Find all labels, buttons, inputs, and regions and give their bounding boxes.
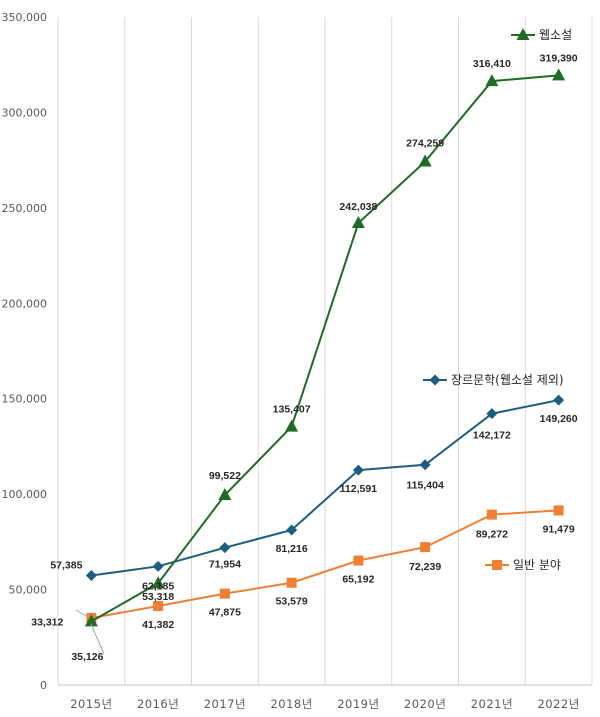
legend-item-general-field: 일반 분야 bbox=[485, 558, 561, 572]
data-point-web-novel bbox=[552, 68, 566, 81]
data-point-web-novel bbox=[351, 216, 365, 229]
data-point-genre-literature bbox=[85, 569, 97, 581]
data-label-genre-literature: 71,954 bbox=[209, 559, 241, 571]
x-tick-label: 2020년 bbox=[404, 697, 446, 711]
data-label-genre-literature: 62,185 bbox=[142, 580, 174, 592]
data-point-web-novel bbox=[418, 154, 432, 167]
series-web-novel bbox=[84, 68, 566, 627]
legend-label: 일반 분야 bbox=[513, 558, 561, 572]
x-tick-label: 2015년 bbox=[70, 697, 112, 711]
data-point-genre-literature bbox=[286, 524, 298, 536]
data-point-genre-literature bbox=[352, 464, 364, 476]
data-label-general-field: 72,239 bbox=[409, 561, 441, 573]
legend-marker bbox=[516, 28, 530, 40]
data-label-web-novel: 33,312 bbox=[31, 616, 63, 628]
x-tick-label: 2016년 bbox=[137, 697, 179, 711]
data-label-genre-literature: 112,591 bbox=[340, 483, 378, 495]
data-point-general-field bbox=[486, 509, 497, 520]
data-point-general-field bbox=[420, 542, 431, 553]
x-tick-label: 2017년 bbox=[204, 697, 246, 711]
y-tick-label: 300,000 bbox=[2, 106, 48, 119]
legend-item-genre-literature: 장르문학(웹소설 제외) bbox=[423, 373, 564, 387]
data-point-web-novel bbox=[485, 74, 499, 87]
data-label-web-novel: 319,390 bbox=[540, 52, 578, 64]
y-tick-label: 50,000 bbox=[9, 584, 48, 597]
leader-line bbox=[75, 609, 89, 618]
grid-lines bbox=[57, 17, 593, 685]
series-line-web-novel bbox=[90, 74, 559, 623]
data-label-genre-literature: 142,172 bbox=[473, 430, 511, 442]
series-line-genre-literature bbox=[91, 399, 559, 577]
legend-label: 웹소설 bbox=[539, 28, 572, 42]
y-tick-label: 250,000 bbox=[2, 202, 48, 215]
data-label-general-field: 91,479 bbox=[543, 523, 575, 535]
y-tick-label: 150,000 bbox=[2, 393, 48, 406]
data-label-general-field: 47,875 bbox=[209, 607, 241, 619]
data-point-general-field bbox=[219, 588, 230, 599]
data-point-general-field bbox=[553, 505, 564, 516]
series-line-general-field bbox=[91, 509, 559, 619]
data-point-web-novel bbox=[151, 576, 165, 589]
leader-line bbox=[90, 623, 105, 655]
data-point-web-novel bbox=[84, 614, 98, 627]
legend-marker bbox=[429, 374, 441, 386]
data-label-web-novel: 274,259 bbox=[406, 138, 444, 150]
y-tick-label: 350,000 bbox=[2, 11, 48, 24]
x-tick-label: 2021년 bbox=[471, 697, 513, 711]
data-labels: 33,312 53,318 99,522 135,407 242,038 274,259 3… bbox=[31, 52, 578, 663]
data-label-genre-literature: 57,385 bbox=[50, 559, 82, 571]
y-axis-ticks: 0 50,000 100,000 150,000 200,000 250,000 300,0… bbox=[2, 11, 48, 692]
data-label-general-field: 35,126 bbox=[71, 651, 103, 663]
data-label-general-field: 53,579 bbox=[276, 596, 308, 608]
data-point-general-field bbox=[353, 555, 364, 566]
y-tick-label: 100,000 bbox=[2, 488, 48, 501]
data-label-web-novel: 316,410 bbox=[473, 58, 511, 70]
data-label-general-field: 65,192 bbox=[342, 574, 374, 586]
data-label-genre-literature: 115,404 bbox=[406, 480, 444, 492]
series-genre-literature bbox=[85, 394, 565, 581]
legend-item-web-novel: 웹소설 bbox=[511, 28, 572, 42]
data-point-web-novel bbox=[285, 419, 299, 432]
data-point-web-novel bbox=[218, 488, 232, 501]
data-label-general-field: 89,272 bbox=[476, 529, 508, 541]
data-label-web-novel: 242,038 bbox=[339, 201, 377, 213]
data-label-web-novel: 53,318 bbox=[142, 591, 174, 603]
x-axis-ticks: 2015년 2016년 2017년 2018년 2019년 2020년 2021년 2022년 bbox=[70, 697, 579, 711]
legend-marker bbox=[492, 560, 502, 570]
data-label-web-novel: 135,407 bbox=[273, 404, 311, 416]
series-layer bbox=[84, 68, 566, 627]
data-label-general-field: 41,382 bbox=[142, 619, 174, 631]
legend-label: 장르문학(웹소설 제외) bbox=[451, 373, 564, 387]
y-tick-label: 0 bbox=[40, 679, 47, 692]
data-point-genre-literature bbox=[553, 394, 565, 406]
x-tick-label: 2022년 bbox=[537, 697, 579, 711]
x-tick-label: 2019년 bbox=[337, 697, 379, 711]
data-point-general-field bbox=[153, 601, 164, 612]
data-label-web-novel: 99,522 bbox=[209, 470, 241, 482]
data-point-general-field bbox=[286, 577, 297, 588]
data-point-genre-literature bbox=[419, 459, 431, 471]
data-point-genre-literature bbox=[219, 542, 231, 554]
data-point-genre-literature bbox=[486, 408, 498, 420]
data-label-genre-literature: 81,216 bbox=[276, 543, 308, 555]
data-point-genre-literature bbox=[152, 560, 164, 572]
y-tick-label: 200,000 bbox=[2, 297, 48, 310]
x-tick-label: 2018년 bbox=[270, 697, 312, 711]
data-label-genre-literature: 149,260 bbox=[540, 413, 578, 425]
